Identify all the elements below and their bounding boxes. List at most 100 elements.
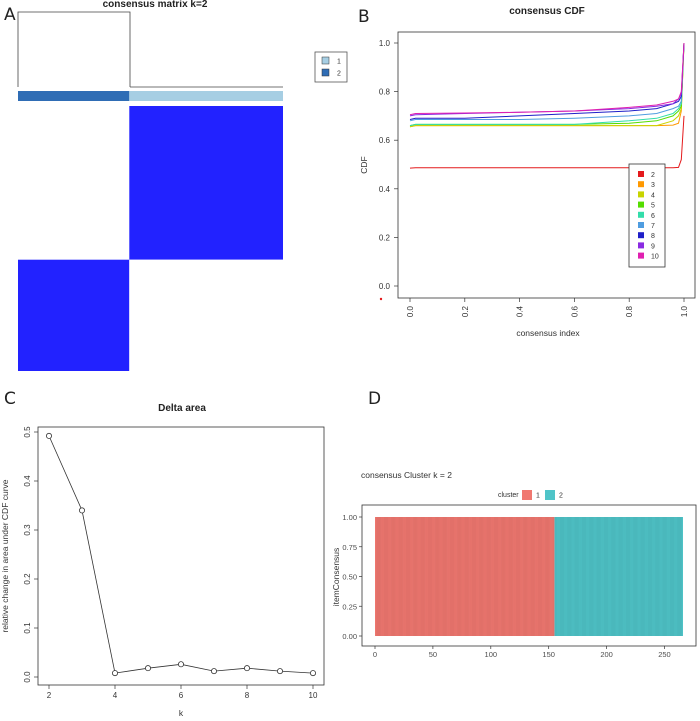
cdf-y-tick-label: 0.6 bbox=[379, 136, 391, 145]
matrix-legend-label-2: 2 bbox=[337, 71, 341, 78]
cluster-x-tick-label: 0 bbox=[373, 650, 377, 659]
matrix-block-1-1 bbox=[129, 259, 283, 371]
cdf-legend-swatch-k7 bbox=[638, 222, 644, 228]
cdf-y-tick-label: 1.0 bbox=[379, 39, 391, 48]
matrix-legend-box bbox=[314, 51, 348, 83]
cluster-legend-title: cluster bbox=[498, 492, 519, 499]
matrix-legend-label-1: 1 bbox=[337, 59, 341, 66]
delta-x-label: k bbox=[179, 708, 184, 718]
delta-point-k5 bbox=[144, 665, 151, 672]
delta-point-k7 bbox=[210, 668, 217, 675]
cdf-legend-label-k3: 3 bbox=[651, 182, 655, 189]
cdf-x-tick-label: 0.8 bbox=[625, 305, 634, 317]
delta-point-k4 bbox=[112, 670, 119, 677]
cdf-legend-label-k7: 7 bbox=[651, 223, 655, 230]
delta-area-panel: Delta area relative change in area under… bbox=[0, 403, 325, 718]
delta-point-k9 bbox=[276, 668, 283, 675]
cdf-x-tick-label: 0.4 bbox=[516, 305, 525, 317]
cdf-line-k7 bbox=[409, 42, 685, 122]
panel-letter-d: D bbox=[368, 389, 381, 409]
cluster-legend-label-2: 2 bbox=[559, 493, 563, 500]
cluster-x-tick-label: 250 bbox=[658, 650, 671, 659]
cdf-line-k4 bbox=[409, 42, 685, 128]
matrix-title: consensus matrix k=2 bbox=[103, 0, 208, 10]
delta-y-tick-label: 0.2 bbox=[23, 573, 32, 585]
cluster-x-tick-label: 100 bbox=[485, 650, 498, 659]
matrix-legend-swatch-2 bbox=[321, 68, 330, 77]
cdf-legend-swatch-k5 bbox=[638, 201, 644, 208]
cdf-legend-label-k4: 4 bbox=[651, 192, 655, 199]
cdf-line-k9 bbox=[409, 42, 685, 117]
cluster-legend-swatch-2 bbox=[545, 490, 555, 500]
delta-point-k8 bbox=[243, 665, 250, 672]
cluster-legend-swatch-1 bbox=[522, 490, 532, 500]
cluster-x-tick-label: 200 bbox=[600, 650, 613, 659]
cluster-legend-label-1: 1 bbox=[536, 493, 540, 500]
cdf-legend-label-k5: 5 bbox=[651, 203, 655, 210]
cdf-x-label: consensus index bbox=[516, 328, 580, 338]
cdf-legend-swatch-k4 bbox=[638, 191, 644, 198]
cdf-x-tick-label: 1.0 bbox=[680, 305, 689, 317]
panel-letter-c: C bbox=[4, 389, 16, 409]
delta-y-tick-label: 0.3 bbox=[23, 524, 32, 536]
cdf-legend-entries: 2 3 4 5 6 7 8 9 10 bbox=[638, 171, 659, 261]
matrix-block-1-0 bbox=[18, 259, 130, 371]
cdf-lines: 0.0 0.2 0.4 0.6 0.8 1.0 0.0 0.2 0.4 0.6 0.8 1.0 bbox=[379, 39, 689, 317]
cluster-1-bars bbox=[375, 517, 555, 636]
cluster-2-bars bbox=[554, 517, 683, 636]
cdf-legend-label-k8: 8 bbox=[651, 233, 655, 240]
cdf-legend-box bbox=[628, 163, 666, 268]
delta-x-tick-label: 10 bbox=[309, 691, 318, 700]
cluster-y-tick-label: 0.00 bbox=[342, 632, 357, 641]
delta-area-line bbox=[48, 435, 314, 674]
delta-y-tick-label: 0.5 bbox=[23, 426, 32, 438]
delta-area-series: 0.0 0.1 0.2 0.3 0.4 0.5 2 4 6 8 10 bbox=[23, 426, 318, 700]
matrix-legend-swatch-1 bbox=[321, 56, 330, 65]
cdf-stray-point bbox=[379, 297, 383, 301]
delta-point-k2 bbox=[46, 432, 53, 439]
matrix-legend: 1 2 bbox=[314, 51, 348, 83]
panel-letter-b: B bbox=[358, 7, 370, 27]
cdf-line-k6 bbox=[409, 42, 685, 127]
dendrogram-branch bbox=[17, 11, 131, 87]
cluster-bar-1 bbox=[129, 91, 283, 101]
cluster-y-tick-label: 0.25 bbox=[342, 602, 357, 611]
cdf-y-tick-label: 0.0 bbox=[379, 282, 391, 291]
delta-point-k6 bbox=[177, 661, 184, 668]
delta-y-tick-label: 0.1 bbox=[23, 622, 32, 634]
cdf-y-tick-label: 0.2 bbox=[379, 233, 391, 242]
cdf-legend-label-k9: 9 bbox=[651, 243, 655, 250]
consensus-cdf-panel: consensus CDF CDF consensus index 0.0 0.2… bbox=[359, 6, 696, 338]
cdf-legend-swatch-k3 bbox=[638, 181, 644, 188]
cdf-plot-frame bbox=[397, 31, 696, 299]
panel-letter-a: A bbox=[4, 5, 16, 25]
cdf-legend-label-k10: 10 bbox=[651, 254, 659, 261]
consensus-matrix-panel: consensus matrix k=2 1 2 bbox=[17, 0, 348, 371]
delta-x-tick-label: 2 bbox=[47, 691, 52, 700]
cdf-x-tick-label: 0.6 bbox=[570, 305, 579, 317]
cluster-plot-title: consensus Cluster k = 2 bbox=[361, 470, 452, 480]
cdf-legend-label-k2: 2 bbox=[651, 172, 655, 179]
cdf-y-tick-label: 0.4 bbox=[379, 185, 391, 194]
cdf-x-tick-label: 0.2 bbox=[461, 305, 470, 317]
cdf-y-tick-label: 0.8 bbox=[379, 88, 391, 97]
cdf-legend-swatch-k6 bbox=[638, 211, 644, 218]
cluster-y-tick-label: 0.75 bbox=[342, 543, 357, 552]
matrix-block-0-0 bbox=[18, 106, 130, 260]
cdf-line-k8 bbox=[409, 42, 685, 120]
cdf-legend-swatch-k10 bbox=[638, 252, 644, 259]
cdf-legend: 2 3 4 5 6 7 8 9 10 bbox=[628, 163, 666, 268]
delta-y-label: relative change in area under CDF curve bbox=[0, 479, 10, 632]
cdf-line-k2 bbox=[409, 115, 685, 169]
delta-x-tick-label: 6 bbox=[179, 691, 184, 700]
delta-x-tick-label: 8 bbox=[245, 691, 250, 700]
delta-point-k3 bbox=[79, 507, 86, 514]
cdf-title: consensus CDF bbox=[509, 6, 585, 17]
cdf-legend-swatch-k9 bbox=[638, 242, 644, 249]
cluster-y-tick-label: 0.50 bbox=[342, 573, 357, 582]
cdf-y-label: CDF bbox=[359, 156, 369, 173]
cdf-line-k10 bbox=[409, 42, 685, 116]
cdf-x-tick-label: 0.0 bbox=[406, 305, 415, 317]
cluster-y-tick-label: 1.00 bbox=[342, 513, 357, 522]
